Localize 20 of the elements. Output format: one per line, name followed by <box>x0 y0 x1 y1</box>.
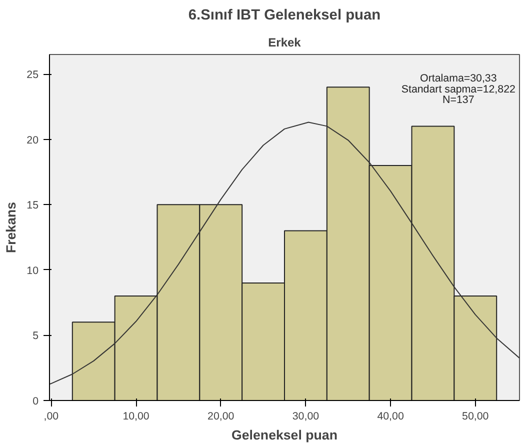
x-tick-label: 50,00 <box>462 410 489 422</box>
y-tick-label: 10 <box>26 264 39 277</box>
x-tick-label: 20,00 <box>208 410 234 422</box>
y-axis-title: Frekans <box>4 202 19 254</box>
chart-subtitle: Erkek <box>268 36 302 50</box>
y-tick-label: 5 <box>32 330 39 342</box>
y-tick-label: 15 <box>26 200 39 212</box>
x-tick-label: 30,00 <box>292 410 320 422</box>
chart-title: 6.Sınıf IBT Geleneksel puan <box>188 8 381 24</box>
y-tick-label: 20 <box>26 134 39 146</box>
x-axis-title: Geleneksel puan <box>232 428 338 442</box>
annotation: Standart sapma=12,822 <box>401 83 516 96</box>
y-tick-label: 25 <box>26 69 39 82</box>
x-tick-label: 40,00 <box>377 410 404 422</box>
x-tick-label: ,00 <box>44 410 59 422</box>
line-series <box>50 122 520 385</box>
annotation: N=137 <box>442 94 474 106</box>
y-tick-label: 0 <box>32 396 39 408</box>
x-tick-label: 10,00 <box>122 410 150 422</box>
annotation: Ortalama=30,33 <box>420 72 497 85</box>
